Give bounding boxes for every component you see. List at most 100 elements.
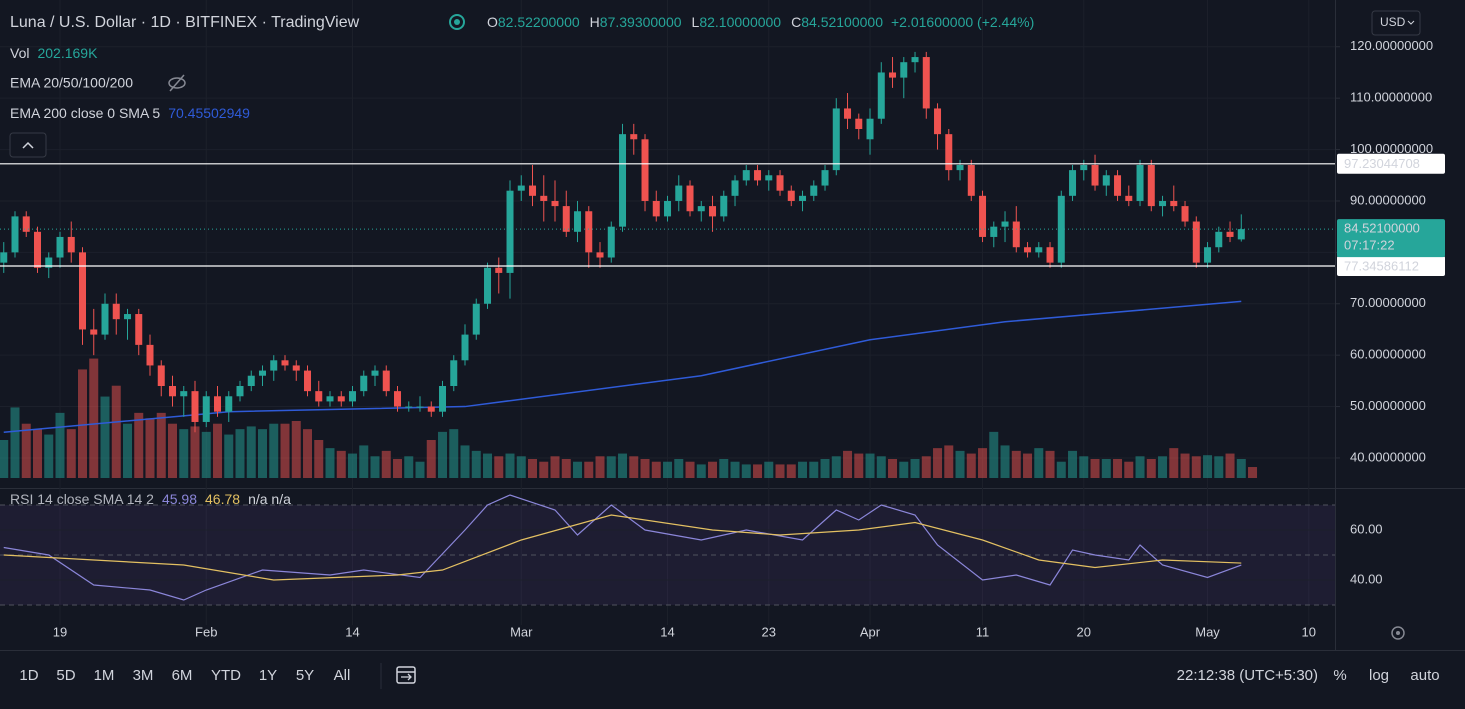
range-button[interactable]: 1D — [19, 667, 38, 684]
candle-body — [461, 334, 469, 361]
volume-bar — [516, 456, 526, 478]
hidden-indicator: EMA 20/50/100/200 — [10, 75, 133, 91]
ema-value: 70.45502949 — [168, 105, 250, 121]
y-tick-label: 120.00000000 — [1350, 38, 1433, 53]
rsi-legend: RSI 14 close SMA 14 2 45.98 46.78 n/a n/a — [10, 491, 291, 507]
countdown: 07:17:22 — [1344, 238, 1395, 253]
scale-option[interactable]: log — [1369, 667, 1389, 684]
volume-bar — [730, 461, 740, 478]
candle-body — [1204, 247, 1212, 263]
candle-body — [124, 314, 132, 320]
candle-body — [934, 108, 942, 135]
range-button[interactable]: 6M — [172, 667, 193, 684]
volume-bar — [921, 456, 931, 478]
volume-bar — [1079, 456, 1089, 478]
rsi-value: 46.78 — [205, 491, 240, 507]
volume-bar — [100, 396, 110, 478]
volume-value: 202.169K — [37, 45, 98, 61]
volume-bar — [966, 453, 976, 478]
volume-bar — [1090, 459, 1100, 478]
candle-body — [112, 303, 120, 320]
separator: · — [171, 14, 185, 31]
date-range-icon[interactable] — [396, 666, 416, 684]
candle-body — [11, 216, 19, 253]
volume-bar — [1214, 456, 1224, 478]
collapse-button[interactable] — [9, 132, 47, 158]
range-button[interactable]: 1M — [94, 667, 115, 684]
candle-body — [990, 226, 998, 237]
title-part: BITFINEX — [185, 14, 257, 31]
range-button[interactable]: 3M — [133, 667, 154, 684]
volume-bar — [1101, 459, 1111, 478]
volume-bar — [674, 459, 684, 478]
candle-body — [1136, 164, 1144, 201]
volume-bar — [955, 450, 965, 478]
candle-body — [686, 185, 694, 212]
settings-icon[interactable] — [1391, 626, 1405, 640]
level-label: 97.23044708 — [1344, 156, 1420, 171]
x-tick-label: 14 — [660, 624, 674, 639]
range-button[interactable]: YTD — [211, 667, 241, 684]
volume-bar — [370, 456, 380, 478]
volume-bar — [325, 448, 335, 478]
volume-bar — [606, 456, 616, 478]
x-tick-label: 19 — [53, 624, 67, 639]
candle-body — [1215, 231, 1223, 248]
volume-bar — [0, 440, 9, 478]
status-icon — [454, 19, 460, 25]
ohlc-key: H — [590, 14, 600, 30]
volume-bar — [393, 459, 403, 478]
candle-body — [945, 134, 953, 171]
ema-name: EMA 200 close 0 SMA 5 — [10, 105, 160, 121]
rsi-name: RSI 14 close SMA 14 2 — [10, 491, 154, 507]
range-button[interactable]: 5D — [56, 667, 75, 684]
volume-bar — [179, 429, 189, 478]
volume-bar — [854, 453, 864, 478]
candle-body — [877, 72, 885, 119]
candle-body — [67, 236, 75, 253]
range-button[interactable]: All — [334, 667, 351, 684]
x-tick-label: Feb — [195, 624, 217, 639]
candle-body — [922, 57, 930, 109]
scale-option[interactable]: auto — [1410, 667, 1439, 684]
volume-bar — [561, 459, 571, 478]
volume-bar — [1124, 461, 1134, 478]
volume-bar — [66, 429, 76, 478]
candle-body — [315, 391, 323, 402]
currency-button[interactable] — [1371, 10, 1421, 36]
ema-legend: EMA 200 close 0 SMA 5 70.45502949 — [10, 105, 250, 121]
volume-bar — [1011, 450, 1021, 478]
candle-body — [911, 57, 919, 63]
volume-bar — [708, 461, 718, 478]
rsi-line — [3, 514, 1242, 581]
volume-bar — [168, 423, 178, 478]
hide-icon — [168, 74, 186, 92]
candle-body — [720, 195, 728, 217]
ohlc-key: L — [692, 14, 700, 30]
range-button[interactable]: 5Y — [296, 667, 314, 684]
candle-body — [596, 252, 604, 258]
range-button[interactable]: 1Y — [259, 667, 277, 684]
volume-bar — [775, 464, 785, 478]
candle-body — [495, 267, 503, 273]
candle-body — [1046, 247, 1054, 263]
volume-bar — [224, 434, 234, 478]
scale-option[interactable]: % — [1333, 667, 1346, 684]
candle-body — [855, 118, 863, 130]
x-tick-label: Mar — [510, 624, 533, 639]
candle-body — [1080, 164, 1088, 171]
volume-bar — [1023, 453, 1033, 478]
candle-body — [472, 303, 480, 335]
candle-body — [90, 329, 98, 335]
volume-bar — [719, 459, 729, 478]
volume-bar — [201, 431, 211, 478]
y-tick-label: 50.00000000 — [1350, 398, 1426, 413]
price — [0, 51, 1245, 601]
volume-bar — [1000, 445, 1010, 478]
x-tick-label: 14 — [345, 624, 359, 639]
ema-line — [3, 300, 1242, 434]
candle-body — [405, 406, 413, 408]
volume-bar — [1034, 448, 1044, 478]
volume-bar — [1135, 456, 1145, 478]
